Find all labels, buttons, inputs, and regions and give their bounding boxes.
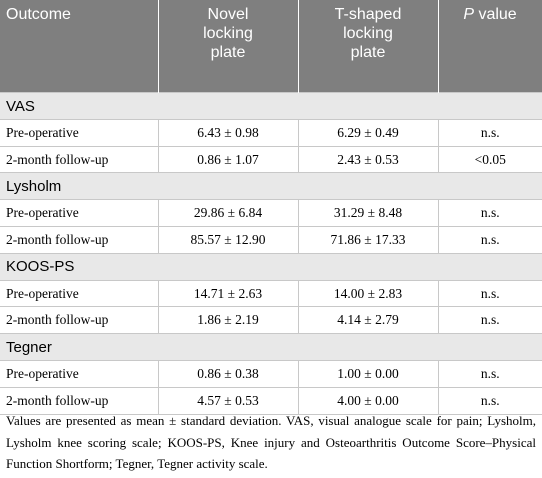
- row-label: 2-month follow-up: [0, 226, 159, 254]
- data-row: Pre-operative 0.86 ± 0.38 1.00 ± 0.00 n.s.: [0, 360, 542, 388]
- results-table: Outcome Novel locking plate T-shaped loc…: [0, 0, 542, 415]
- section-row: Tegner: [0, 333, 542, 362]
- cell: 1.00 ± 0.00: [297, 360, 439, 388]
- row-label: Pre-operative: [0, 279, 159, 308]
- section-row: VAS: [0, 92, 542, 120]
- section-name: Tegner: [0, 333, 542, 362]
- cell: n.s.: [437, 306, 542, 335]
- cell: n.s.: [437, 279, 542, 308]
- cell: n.s.: [437, 119, 542, 147]
- section-name: KOOS-PS: [0, 252, 542, 281]
- cell: n.s.: [437, 226, 542, 254]
- data-row: 2-month follow-up 4.57 ± 0.53 4.00 ± 0.00 n…: [0, 386, 542, 415]
- row-label: 2-month follow-up: [0, 306, 159, 335]
- cell: 14.00 ± 2.83: [297, 279, 439, 308]
- cell: 4.14 ± 2.79: [297, 306, 439, 335]
- cell: 2.43 ± 0.53: [297, 145, 439, 174]
- cell: 31.29 ± 8.48: [297, 199, 439, 228]
- cell: 4.57 ± 0.53: [157, 386, 299, 415]
- section-row: KOOS-PS: [0, 252, 542, 281]
- header-text: Novel locking plate: [203, 6, 253, 61]
- data-row: 2-month follow-up 0.86 ± 1.07 2.43 ± 0.53 <…: [0, 145, 542, 174]
- section-name: Lysholm: [0, 172, 542, 201]
- header-text: T-shaped locking plate: [334, 6, 402, 61]
- row-label: 2-month follow-up: [0, 145, 159, 174]
- header-cell: T-shaped locking plate: [297, 0, 439, 93]
- row-label: Pre-operative: [0, 119, 159, 147]
- cell: n.s.: [437, 199, 542, 228]
- header-cell: Novel locking plate: [157, 0, 299, 93]
- data-row: 2-month follow-up 85.57 ± 12.90 71.86 ± 17…: [0, 226, 542, 254]
- table-body: VAS Pre-operative 6.43 ± 0.98 6.29 ± 0.49 n.…: [0, 92, 542, 415]
- cell: 71.86 ± 17.33: [297, 226, 439, 254]
- cell: 6.29 ± 0.49: [297, 119, 439, 147]
- header-row: Outcome Novel locking plate T-shaped loc…: [0, 0, 542, 93]
- cell: 85.57 ± 12.90: [157, 226, 299, 254]
- cell: 29.86 ± 6.84: [157, 199, 299, 228]
- data-row: Pre-operative 29.86 ± 6.84 31.29 ± 8.48 n.s…: [0, 199, 542, 228]
- cell: n.s.: [437, 386, 542, 415]
- cell: 6.43 ± 0.98: [157, 119, 299, 147]
- cell: n.s.: [437, 360, 542, 388]
- row-label: Pre-operative: [0, 360, 159, 388]
- row-label: Pre-operative: [0, 199, 159, 228]
- section-name: VAS: [0, 92, 542, 120]
- header-cell: Outcome: [0, 0, 159, 93]
- row-label: 2-month follow-up: [0, 386, 159, 415]
- cell: 0.86 ± 1.07: [157, 145, 299, 174]
- section-row: Lysholm: [0, 172, 542, 201]
- data-row: Pre-operative 14.71 ± 2.63 14.00 ± 2.83 n.s…: [0, 279, 542, 308]
- cell: 4.00 ± 0.00: [297, 386, 439, 415]
- data-row: Pre-operative 6.43 ± 0.98 6.29 ± 0.49 n.s.: [0, 119, 542, 147]
- footnote: Values are presented as mean ± standard …: [6, 413, 536, 471]
- p-symbol: P: [463, 6, 474, 23]
- cell: 1.86 ± 2.19: [157, 306, 299, 335]
- data-row: 2-month follow-up 1.86 ± 2.19 4.14 ± 2.79 n…: [0, 306, 542, 335]
- p-text: value: [478, 6, 517, 23]
- cell: <0.05: [437, 145, 542, 174]
- cell: 14.71 ± 2.63: [157, 279, 299, 308]
- cell: 0.86 ± 0.38: [157, 360, 299, 388]
- header-cell: P value: [437, 0, 542, 93]
